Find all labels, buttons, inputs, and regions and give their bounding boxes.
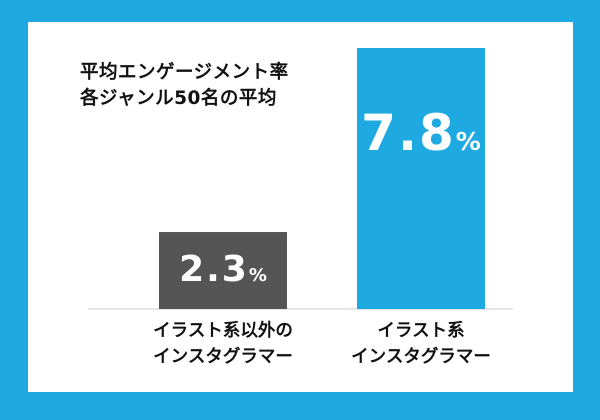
category-label-line: インスタグラマー <box>153 347 293 367</box>
chart-title-line-2: 各ジャンル50名の平均 <box>80 88 277 109</box>
bar-1 <box>357 48 485 309</box>
category-label-line: イラスト系 <box>377 321 465 341</box>
category-label-non-illustration: イラスト系以外の インスタグラマー <box>113 318 333 370</box>
bar-value-number: 7.8 <box>361 104 456 162</box>
category-label-line: インスタグラマー <box>351 347 491 367</box>
bar-value-unit: % <box>248 264 267 286</box>
bar-value-number: 2.3 <box>179 248 249 290</box>
chart-canvas <box>88 48 513 310</box>
chart-title-line-1: 平均エンゲージメント率 <box>80 62 289 83</box>
bar-value-label: 2.3% <box>159 249 287 290</box>
bar-value-unit: % <box>455 127 481 156</box>
category-label-illustration: イラスト系 インスタグラマー <box>311 318 531 370</box>
bar-0 <box>159 232 287 309</box>
bar-value-label: 7.8% <box>357 104 485 162</box>
chart-panel: 平均エンゲージメント率 各ジャンル50名の平均 2.3% 7.8% イラスト系以外… <box>28 22 573 392</box>
category-label-line: イラスト系以外の <box>153 321 293 341</box>
